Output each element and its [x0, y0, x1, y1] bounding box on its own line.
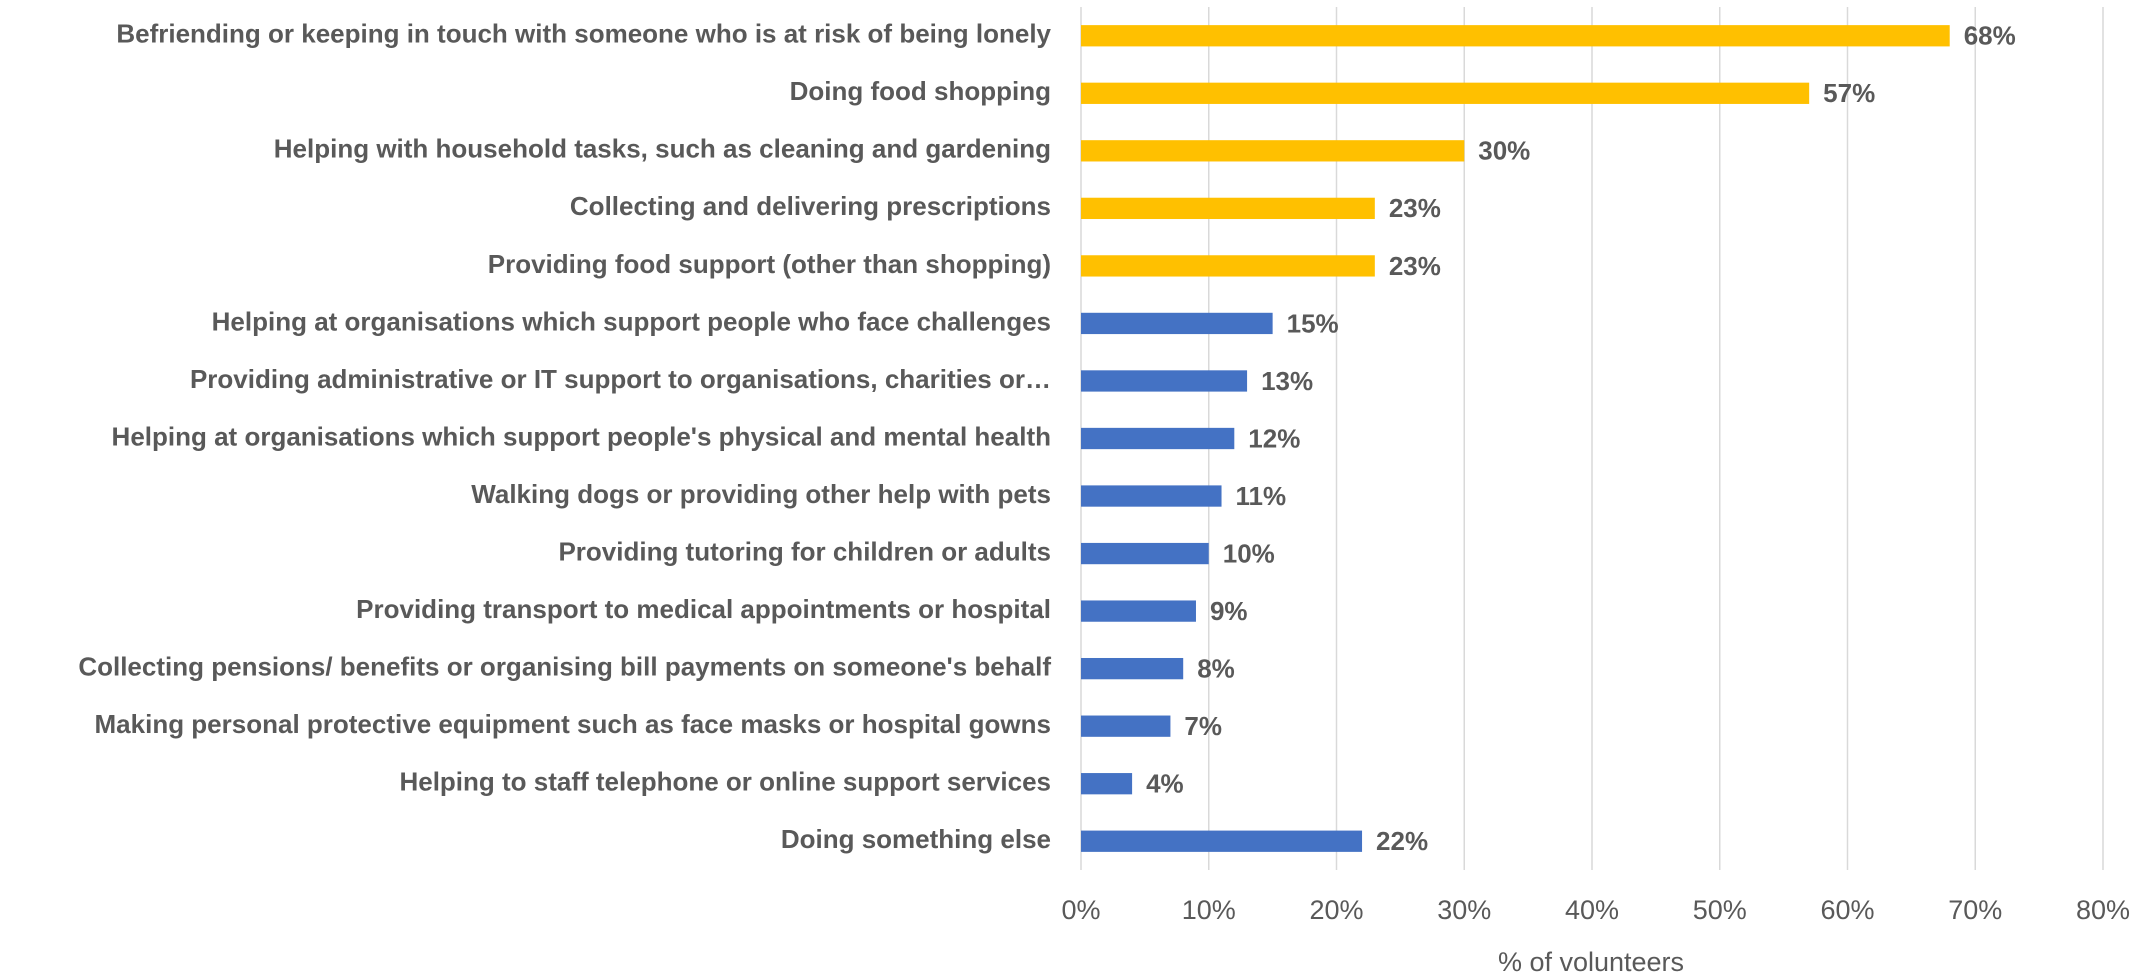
bar [1081, 657, 1184, 680]
data-label: 7% [1184, 711, 1222, 741]
y-tick-label: Making personal protective equipment suc… [95, 709, 1051, 739]
x-tick-label: 70% [1948, 895, 2002, 925]
x-axis-label: % of volunteers [1498, 947, 1684, 976]
x-tick-label: 40% [1565, 895, 1619, 925]
y-tick-label: Providing food support (other than shopp… [488, 249, 1051, 279]
data-label: 4% [1146, 769, 1184, 799]
data-label: 9% [1210, 596, 1248, 626]
data-label: 23% [1389, 193, 1441, 223]
x-tick-label: 30% [1437, 895, 1491, 925]
y-tick-label: Doing food shopping [790, 76, 1051, 106]
data-label: 15% [1287, 308, 1339, 338]
y-tick-label: Helping at organisations which support p… [112, 421, 1051, 451]
bar [1081, 600, 1196, 622]
y-tick-label: Doing something else [781, 824, 1051, 854]
bar [1081, 773, 1133, 795]
y-tick-label: Befriending or keeping in touch with som… [116, 19, 1051, 49]
bar [1081, 197, 1375, 220]
y-tick-label: Providing transport to medical appointme… [356, 594, 1051, 624]
x-tick-label: 20% [1309, 895, 1363, 925]
bar [1081, 255, 1375, 277]
y-tick-label: Providing tutoring for children or adult… [558, 536, 1051, 566]
y-tick-label: Helping with household tasks, such as cl… [274, 134, 1051, 164]
data-label: 22% [1376, 826, 1428, 856]
bar [1081, 370, 1248, 392]
bar [1081, 140, 1465, 162]
bar [1081, 830, 1363, 852]
data-label: 10% [1223, 538, 1275, 568]
data-label: 68% [1964, 21, 2016, 51]
data-label: 12% [1248, 423, 1300, 453]
x-tick-label: 60% [1820, 895, 1874, 925]
data-label: 30% [1478, 136, 1530, 166]
data-label: 11% [1236, 481, 1287, 511]
x-tick-label: 80% [2076, 895, 2130, 925]
y-tick-label: Providing administrative or IT support t… [190, 364, 1051, 394]
x-tick-label: 0% [1061, 895, 1100, 925]
bar [1081, 82, 1810, 104]
data-label: 23% [1389, 251, 1441, 281]
bar [1081, 542, 1209, 565]
bar [1081, 25, 1950, 47]
bar [1081, 715, 1171, 737]
x-tick-label: 10% [1182, 895, 1236, 925]
data-label: 8% [1197, 654, 1235, 684]
y-tick-label: Collecting and delivering prescriptions [570, 191, 1051, 221]
x-tick-label: 50% [1693, 895, 1747, 925]
y-tick-label: Collecting pensions/ benefits or organis… [78, 652, 1051, 682]
data-label: 13% [1261, 366, 1313, 396]
y-tick-label: Helping to staff telephone or online sup… [399, 767, 1051, 797]
y-tick-label: Walking dogs or providing other help wit… [471, 479, 1051, 509]
y-tick-label: Helping at organisations which support p… [212, 306, 1051, 336]
data-label: 57% [1823, 78, 1875, 108]
bar [1081, 427, 1235, 450]
bar [1081, 312, 1273, 335]
bar [1081, 485, 1222, 507]
